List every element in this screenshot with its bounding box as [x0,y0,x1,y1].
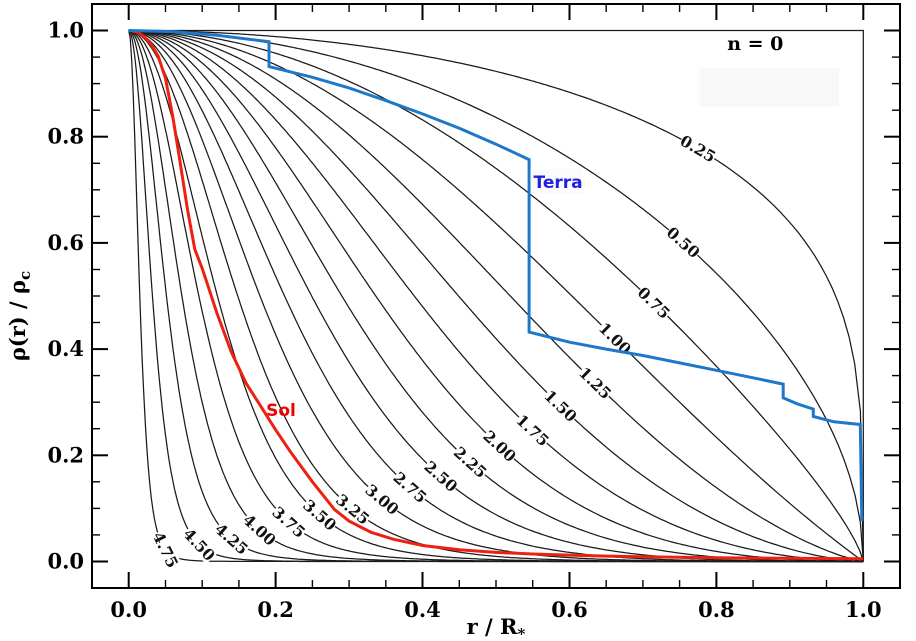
curve-label-bg [575,363,615,403]
curve-label-group-1.75: 1.75 [512,410,553,450]
curve-label-bg [179,524,219,565]
y-tick-label-1.0: 1.0 [47,18,84,43]
curve-label-bg [299,496,340,534]
n0-label: n = 0 [727,33,783,55]
curve-label-bg [390,468,431,507]
terra-profile-curve [128,29,864,521]
x-tick-label-0.6: 0.6 [551,597,588,622]
polytrope-curve-n-2.5 [128,29,864,563]
polytrope-curve-n-0 [128,29,864,562]
polytrope-curve-n-2 [128,29,864,563]
x-axis-title: r / R* [467,614,526,641]
curve-label-bg [450,443,491,482]
polytrope-curve-n-1.25 [128,29,864,563]
terra-label: Terra [534,173,583,193]
y-tick-label-0.0: 0.0 [47,549,84,574]
curve-label-bg [677,131,719,166]
x-tick-label-0.8: 0.8 [698,597,735,622]
y-tick-label-0.8: 0.8 [47,124,84,149]
curve-label-bg [269,503,309,542]
polytrope-curve-n-0.25 [128,29,864,562]
sol-profile-curve [128,29,864,561]
curve-label-bg [541,386,581,426]
axis-ticks [92,4,900,588]
x-tick-label-0.0: 0.0 [110,597,147,622]
polytrope-curve-n-0.75 [128,29,864,562]
tick-labels: 0.0 0.2 0.4 0.6 0.8 1.0 0.0 0.2 0.4 0.6 0.8 1.0 [47,18,881,623]
curve-label-bg [663,223,704,262]
curve-label-bg [362,480,403,519]
x-tick-label-0.2: 0.2 [257,597,294,622]
polytrope-curve-n-4.75 [128,30,864,563]
curve-label-bg [211,520,252,558]
x-tick-label-0.4: 0.4 [404,597,441,622]
curve-label-bg [239,510,280,549]
x-tick-label-1.0: 1.0 [845,597,882,622]
y-tick-label-0.2: 0.2 [47,442,84,467]
curve-label-bg [595,319,635,358]
y-tick-label-0.4: 0.4 [47,336,84,361]
curve-label-bg [634,283,674,323]
y-axis-title: ρ(r) / ρc [5,271,34,361]
curve-label-bg [421,457,461,496]
artifact-box [699,67,840,107]
curve-label-bg [149,529,182,571]
polytrope-curve-n-1.5 [128,29,864,563]
y-tick-label-0.6: 0.6 [47,230,84,255]
polytrope-curve-n-1.75 [128,29,864,563]
curve-label-bg [513,411,553,450]
terra-label-bg [530,168,583,194]
curve-label-bg [332,490,373,528]
curve-label-bg [479,426,520,466]
sol-label: Sol [266,401,296,421]
